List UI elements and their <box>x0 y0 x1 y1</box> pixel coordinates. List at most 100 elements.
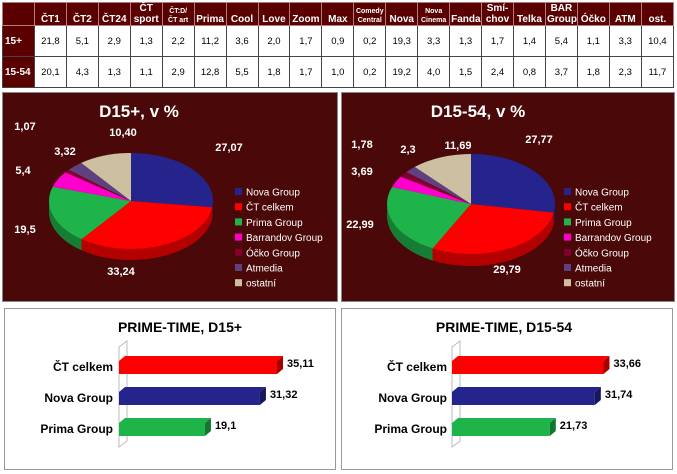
bar <box>119 423 205 436</box>
legend-swatch <box>235 233 242 241</box>
bar <box>452 361 604 374</box>
row-label: 15-54 <box>2 56 35 88</box>
bar-side <box>603 356 610 374</box>
legend-entry: Barrandov Group <box>246 233 323 244</box>
legend-entry: Óčko Group <box>575 246 629 259</box>
pie-panel-15-54: D15-54, v % 27,77 29,79 22,99 3,69 1,78 2,3 11,… <box>341 92 675 302</box>
column-header: ČT2 <box>65 2 99 26</box>
data-label: 31,32 <box>270 389 298 401</box>
bar-side <box>259 387 266 405</box>
column-header: Max <box>321 2 355 26</box>
category-label: ČT celkem <box>387 359 447 374</box>
table-cell: 4,0 <box>417 56 451 88</box>
data-label: 2,3 <box>400 144 415 156</box>
column-header: Love <box>257 2 291 26</box>
data-label: 19,5 <box>14 224 35 236</box>
table-cell: 1,1 <box>129 56 163 88</box>
legend-entry: ostatní <box>575 279 605 290</box>
table-cell: 12,8 <box>193 56 227 88</box>
table-cell: 4,3 <box>65 56 99 88</box>
table-row: 15-54 20,1 4,3 1,3 1,1 2,9 12,8 5,5 1,8 1,7 1,0 0,2… <box>2 56 675 88</box>
table-cell: 0,8 <box>513 56 546 88</box>
table-cell: 5,1 <box>65 25 99 57</box>
category-label: ČT celkem <box>53 359 113 374</box>
legend-entry: ostatní <box>246 279 276 290</box>
data-label: 22,99 <box>346 219 374 231</box>
legend-entry: Barrandov Group <box>575 233 652 244</box>
column-header: ATM <box>608 2 642 26</box>
column-header: ČT24 <box>97 2 131 26</box>
table-cell: 2,4 <box>481 56 514 88</box>
bar <box>452 423 550 436</box>
legend-swatch <box>235 188 242 195</box>
table-cell: 3,3 <box>417 25 451 57</box>
data-label: 27,77 <box>525 134 553 146</box>
legend-swatch <box>564 279 571 287</box>
table-cell: 3,7 <box>544 56 578 88</box>
pie-slice <box>81 201 213 249</box>
pie-slice-side <box>432 212 554 266</box>
data-label: 1,07 <box>14 121 35 133</box>
column-header: Zoom <box>289 2 323 26</box>
legend-entry: Atmedia <box>575 264 612 275</box>
column-header: Cool <box>225 2 259 26</box>
data-label: 1,78 <box>351 139 372 151</box>
table-cell: 1,1 <box>576 25 610 57</box>
table-cell: 21,8 <box>33 25 67 57</box>
pie-slice-side <box>49 201 82 251</box>
column-header: BAR Group <box>544 2 578 26</box>
bar-top <box>119 387 266 392</box>
bar-side <box>594 387 601 405</box>
pie-slice <box>414 154 471 204</box>
data-label: 27,07 <box>215 142 243 154</box>
legend-entry: Nova Group <box>575 188 629 199</box>
row-label: 15+ <box>2 25 35 57</box>
column-header: ČT:D/ ČT art <box>161 2 195 26</box>
column-header: Comedy Central <box>353 2 387 26</box>
column-header: Prima <box>193 2 227 26</box>
chart-title: PRIME-TIME, D15+ <box>118 319 242 335</box>
data-label: 35,11 <box>287 358 314 370</box>
table-cell: 1,3 <box>129 25 163 57</box>
table-cell: 5,5 <box>225 56 259 88</box>
table-corner <box>2 2 35 26</box>
data-label: 21,73 <box>560 420 588 432</box>
table-cell: 3,3 <box>608 25 642 57</box>
pie-panel-15plus: D15+, v % 27,07 33,24 19,5 5,4 1,07 3,32 10,40 N… <box>2 92 338 302</box>
table-cell: 1,3 <box>97 56 131 88</box>
legend-entry: Nova Group <box>246 188 300 199</box>
legend-swatch <box>564 264 571 271</box>
bar-top <box>452 418 556 423</box>
bar-top <box>119 418 211 423</box>
pie-slice <box>387 186 471 249</box>
chart-title: D15-54, v % <box>431 102 526 121</box>
table-cell: 3,6 <box>225 25 259 57</box>
data-label: 33,66 <box>613 358 641 370</box>
data-label: 31,74 <box>605 389 633 401</box>
table-cell: 2,0 <box>257 25 291 57</box>
legend-swatch <box>235 264 242 271</box>
legend-entry: ČT celkem <box>246 201 294 214</box>
data-label: 3,69 <box>351 166 372 178</box>
table-row: 15+ 21,8 5,1 2,9 1,3 2,2 11,2 3,6 2,0 1,7 0,9 0,2 19… <box>2 25 675 57</box>
table-cell: 2,9 <box>97 25 131 57</box>
bar-top <box>452 356 610 361</box>
bar-panel-15-54: PRIME-TIME, D15-54 33,66 ČT celkem 31,74 Nov… <box>341 308 673 470</box>
pie-slice-side <box>387 204 433 261</box>
column-header: ČT sport <box>129 2 163 26</box>
bar-side <box>549 418 556 436</box>
bar-panel-15plus: PRIME-TIME, D15+ 35,11 ČT celkem 31,32 Nova … <box>4 308 336 470</box>
table-cell: 5,4 <box>544 25 578 57</box>
category-label: Nova Group <box>44 391 113 405</box>
bar-side <box>204 418 211 436</box>
column-header: Nova <box>385 2 419 26</box>
pie-slice <box>81 153 131 201</box>
table-cell: 1,0 <box>321 56 355 88</box>
legend-entry: Prima Group <box>575 218 632 229</box>
data-label: 29,79 <box>493 264 521 276</box>
pie-slice <box>52 172 131 201</box>
category-label: Nova Group <box>378 391 447 405</box>
data-label: 3,32 <box>54 146 75 158</box>
table-cell: 2,3 <box>608 56 642 88</box>
legend-swatch <box>235 218 242 226</box>
